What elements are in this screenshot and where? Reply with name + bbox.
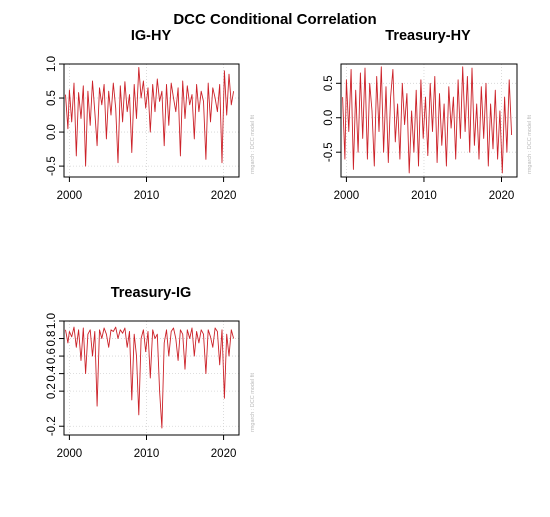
x-tick-label: 2010	[134, 190, 160, 202]
x-tick-label: 2000	[57, 448, 83, 460]
x-tick-label: 2010	[134, 448, 160, 460]
y-tick-label: 1.0	[46, 56, 58, 72]
series-line-path	[342, 66, 513, 174]
side-label: rmgarch : DCC model fit	[527, 115, 533, 174]
figure-title: DCC Conditional Correlation	[173, 11, 376, 28]
x-tick-label: 2010	[411, 190, 437, 202]
panel-treasury-ig: Treasury-IG -0.2 0.20.40.60.8 1.0 2000 2010…	[46, 285, 256, 460]
x-tick-label: 2020	[211, 448, 237, 460]
y-tick-label: 0.8	[46, 331, 58, 347]
panel-title: IG-HY	[131, 28, 172, 44]
y-tick-label: 0.0	[323, 110, 335, 126]
plot-frame	[63, 320, 240, 436]
plot-frame	[340, 63, 518, 178]
y-tick-label: -0.2	[46, 416, 58, 436]
panel-ig-hy: IG-HY -0.5 0.0 0.5 1.0 2000 2010 2020 rmgarch…	[46, 28, 256, 202]
x-axis: 2000 2010 2020	[334, 177, 515, 202]
y-tick-label: 0.2	[46, 383, 58, 399]
y-tick-label: -0.5	[323, 142, 335, 162]
series-line	[65, 326, 235, 429]
y-tick-label: 1.0	[46, 313, 58, 329]
panel-treasury-hy: Treasury-HY -0.5 0.0 0.5 2000 2010 2020 rmga…	[323, 28, 533, 202]
x-axis: 2000 2010 2020	[57, 177, 237, 202]
y-axis: -0.5 0.0 0.5 1.0	[46, 56, 64, 176]
y-tick-label: -0.5	[46, 156, 58, 176]
grid	[64, 320, 239, 435]
x-tick-label: 2000	[57, 190, 83, 202]
panel-title: Treasury-HY	[385, 28, 471, 44]
series-line-path	[65, 326, 235, 429]
series-line	[65, 66, 235, 167]
plot-frame	[63, 63, 240, 178]
panel-title: Treasury-IG	[111, 285, 192, 301]
y-tick-label: 0.0	[46, 124, 58, 140]
x-tick-label: 2000	[334, 190, 360, 202]
x-tick-label: 2020	[211, 190, 237, 202]
x-tick-label: 2020	[489, 190, 515, 202]
y-tick-label: 0.4	[46, 365, 58, 382]
series-line-path	[65, 66, 235, 167]
side-label: rmgarch : DCC model fit	[250, 115, 256, 174]
y-tick-label: 0.5	[46, 90, 58, 106]
series-line	[342, 66, 513, 174]
side-label: rmgarch : DCC model fit	[250, 373, 256, 432]
y-axis: -0.5 0.0 0.5	[323, 75, 341, 162]
y-tick-label: 0.5	[323, 75, 335, 91]
x-axis: 2000 2010 2020	[57, 435, 237, 460]
y-tick-label: 0.6	[46, 348, 58, 364]
y-axis: -0.2 0.20.40.60.8 1.0	[46, 313, 64, 436]
